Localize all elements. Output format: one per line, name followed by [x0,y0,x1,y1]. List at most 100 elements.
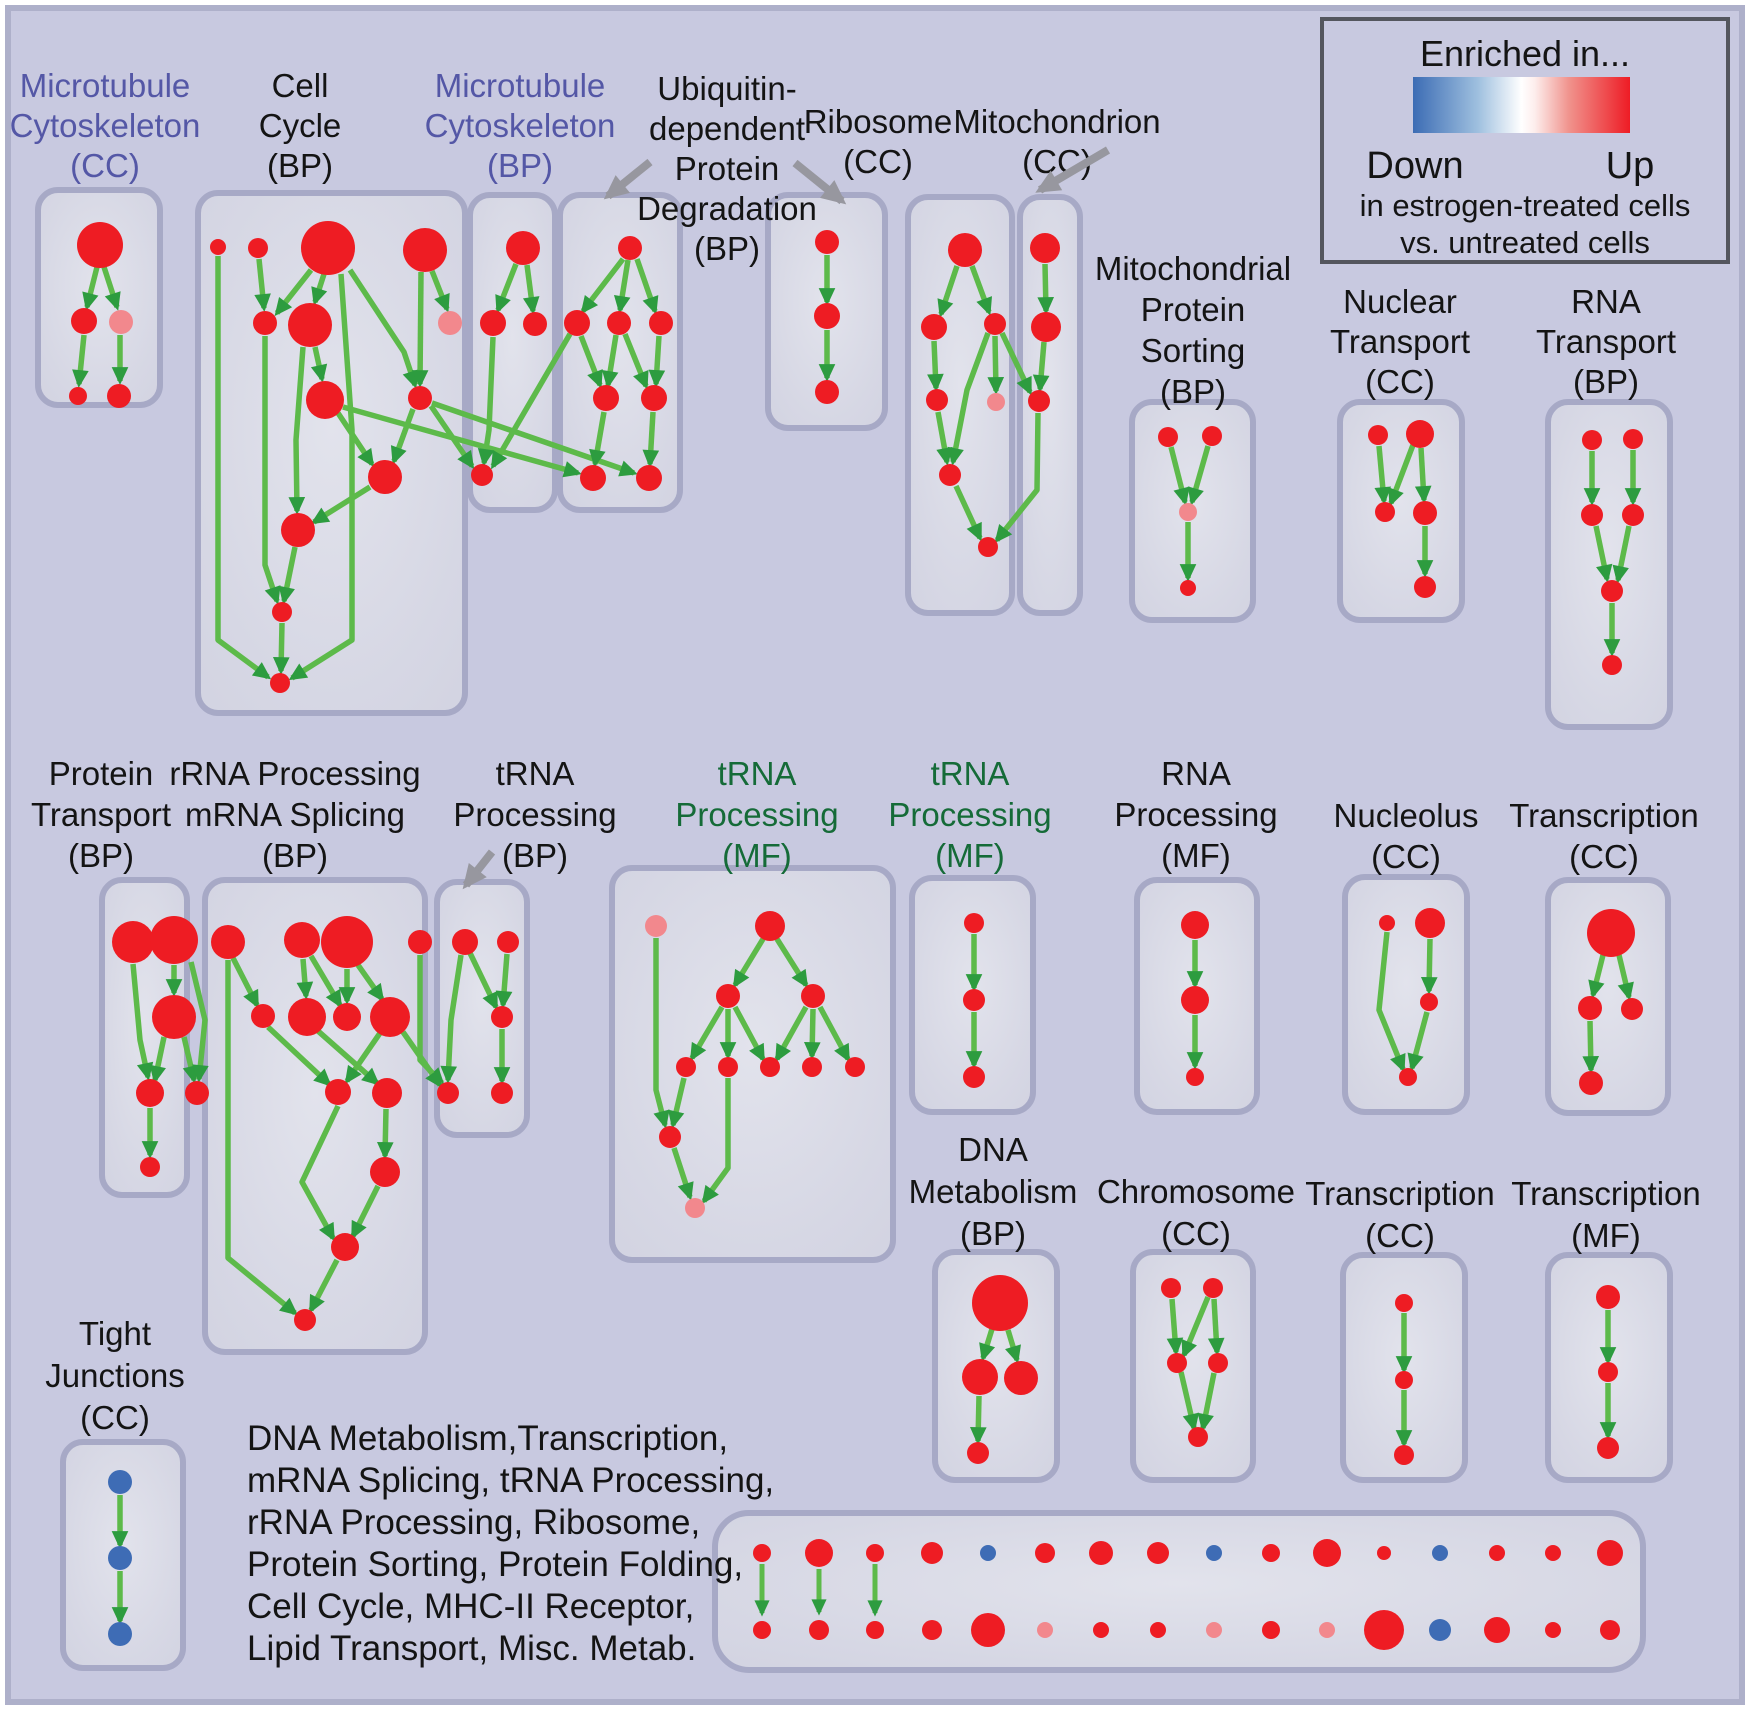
relation-edge [225,960,299,1316]
cluster-label-tight-junctions-cc: Tight Junctions (CC) [45,1315,184,1436]
go-term-node [1179,503,1197,521]
go-term-node [136,1079,164,1107]
go-term-node [1031,312,1061,342]
go-term-node [471,464,493,486]
relation-edge [335,411,375,468]
go-term-node [1181,911,1209,939]
cluster-label-chromosome-cc: Chromosome (CC) [1097,1173,1295,1252]
go-term-node [294,1309,316,1331]
legend-up-label: Up [1606,145,1655,187]
relation-edge [732,1005,766,1063]
matrix-node-bottom [1206,1622,1222,1638]
go-term-node [962,1359,998,1395]
cluster-label-protein-transport-bp: Protein Transport (BP) [31,755,171,874]
go-term-node [802,1057,822,1077]
go-term-node [1208,1353,1228,1373]
relation-edge [522,264,540,315]
matrix-node-top [1206,1545,1222,1561]
legend-subtitle-2: vs. untreated cells [1400,225,1650,260]
cluster-label-rna-processing-mf: RNA Processing (MF) [1114,755,1277,874]
relation-edge [953,484,983,542]
go-term-node [408,930,432,954]
relation-edge [262,336,281,605]
go-term-node [109,310,133,334]
go-term-node [152,995,196,1039]
relation-edge [342,404,582,478]
go-term-node [814,303,840,329]
go-term-node [921,314,947,340]
cluster-label-mitochondrion-cc: Mitochondrion (CC) [953,103,1160,180]
go-term-node [645,915,667,937]
relation-edge [467,951,499,1011]
relation-edge [440,954,464,1084]
cluster-label-ribosome-cc: Ribosome (CC) [804,103,953,180]
go-term-node [150,916,198,964]
go-term-node [251,1004,275,1028]
relation-edge [311,273,328,306]
matrix-node-top [1147,1542,1169,1564]
relation-edge [1178,1371,1199,1432]
cluster-label-rna-transport-bp: RNA Transport (BP) [1536,283,1676,400]
footer-text-line: Protein Sorting, Protein Folding, [247,1545,743,1584]
matrix-node-top [1262,1544,1280,1562]
go-term-node [1597,1437,1619,1459]
relation-edge [671,1147,694,1201]
go-term-node [1601,580,1623,602]
go-term-node [1581,504,1603,526]
go-term-node [333,1003,361,1031]
relation-edge [429,269,450,313]
footer-text-layer: DNA Metabolism,Transcription,mRNA Splici… [247,1419,774,1668]
go-term-node [963,1066,985,1088]
relation-edge [296,958,314,1000]
relation-edge [495,262,519,314]
cluster-box-nuclear-transport-cc [1337,399,1465,623]
relation-edge [1616,954,1634,1001]
go-term-node [649,311,673,335]
relation-edge [927,340,944,392]
relation-edge [1593,525,1613,583]
matrix-node-top [1489,1545,1505,1561]
go-term-node [1004,1361,1038,1395]
relation-edge [495,953,513,1009]
go-term-node [437,1082,459,1104]
matrix-node-top [805,1539,833,1567]
relation-edge [774,1005,809,1063]
relation-edge [979,1328,996,1362]
cluster-label-trna-processing-bp: tRNA Processing (BP) [453,755,616,874]
matrix-node-bottom [1150,1622,1166,1638]
footer-text-line: DNA Metabolism,Transcription, [247,1419,728,1458]
footer-text-line: Cell Cycle, MHC-II Receptor, [247,1587,694,1626]
go-term-node [618,236,642,260]
legend-box [1320,17,1730,264]
matrix-node-bottom [1319,1622,1335,1638]
go-term-node [1188,1427,1208,1447]
matrix-node-bottom [866,1621,884,1639]
relation-edge [400,1030,443,1089]
relation-edge [689,1005,725,1062]
relation-edge [299,1104,341,1242]
pointer-arrow [462,849,496,890]
go-term-node [248,238,268,258]
relation-edge [1032,341,1050,393]
go-term-node [1582,430,1602,450]
go-term-node [1161,1278,1181,1298]
go-term-node [253,311,277,335]
go-term-node [1406,420,1434,448]
go-term-node [71,308,97,334]
relation-edge [278,546,298,605]
go-term-node [1167,1353,1187,1373]
matrix-node-bottom [1037,1622,1053,1638]
relation-edge [1582,1020,1600,1074]
cluster-box-transcription-cc-mid [1545,877,1671,1116]
go-term-node [939,464,961,486]
legend-title: Enriched in... [1420,33,1630,74]
footer-text-line: rRNA Processing, Ribosome, [247,1503,700,1542]
matrix-node-top [1432,1545,1448,1561]
relation-edge [274,268,314,317]
go-term-node [1186,1068,1204,1086]
go-term-node [845,1057,865,1077]
footer-text-line: mRNA Splicing, tRNA Processing, [247,1461,774,1500]
relation-edge [634,258,659,315]
matrix-node-top [980,1545,996,1561]
go-term-node [108,1470,132,1494]
